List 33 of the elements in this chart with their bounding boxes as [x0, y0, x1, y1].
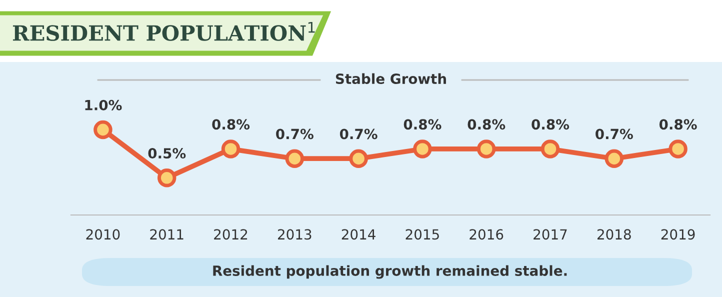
point [285, 149, 304, 168]
point [476, 140, 496, 158]
data-label: 0.8% [404, 119, 442, 130]
x-tick-label: 2011 [150, 229, 184, 240]
data-label: 0.7% [340, 128, 378, 140]
data-label: 0.8% [659, 119, 697, 130]
point [349, 149, 368, 168]
x-tick-label: 2017 [534, 229, 567, 240]
x-tick-label: 2012 [214, 229, 248, 240]
point [540, 140, 560, 158]
point [413, 140, 432, 158]
point [668, 140, 688, 158]
data-label: 0.8% [532, 119, 570, 130]
point [604, 149, 624, 168]
data-label: 0.7% [596, 128, 633, 140]
x-tick-label: 2015 [406, 229, 439, 240]
point [221, 140, 240, 158]
point [94, 120, 112, 140]
x-tick-label: 2013 [278, 229, 312, 240]
data-label: 0.7% [276, 128, 314, 140]
data-label: 0.8% [468, 119, 506, 130]
text: Resident population growth remained stable. [213, 265, 567, 279]
chart-title: RESIDENT POPULATION$^{1}$ [12, 22, 315, 41]
data-label: 0.5% [148, 148, 186, 159]
x-tick-label: 2019 [661, 229, 695, 240]
data-label: 1.0% [85, 100, 122, 110]
x-tick-label: 2018 [597, 229, 631, 240]
data-label: 0.8% [212, 119, 250, 130]
x-tick-label: 2010 [86, 229, 120, 240]
point [157, 168, 176, 188]
x-tick-label: 2016 [470, 229, 504, 240]
x-tick-label: 2014 [342, 229, 376, 240]
chart-subtitle: Stable Growth [336, 73, 446, 84]
